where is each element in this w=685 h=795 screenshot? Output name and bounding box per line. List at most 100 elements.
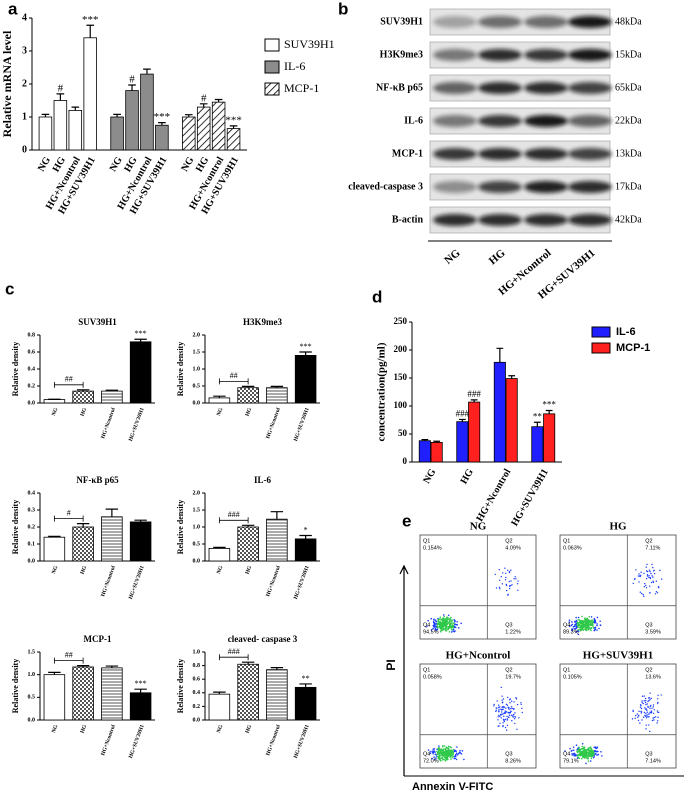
bar [125,90,139,151]
event-dot [591,752,594,754]
event-dot [455,758,458,761]
event-dot [585,762,587,765]
event-dot [577,623,580,626]
event-dot [573,627,575,630]
event-dot [652,717,654,719]
blot-size: 15kDa [615,49,642,60]
panel-label: c [5,279,14,298]
event-dot [568,619,571,621]
blot-band [524,16,568,28]
event-dot [451,619,454,621]
x-tick-label: HG+Ncontrol [265,407,282,440]
event-dot [655,580,658,582]
blot-band [568,115,612,127]
event-dot [639,722,641,724]
error-bar [86,24,95,38]
quadrant-name: Q3 [505,622,512,628]
event-dot [576,630,579,633]
x-tick-label: HG [245,406,254,417]
event-dot [652,712,655,715]
y-axis-label: Relative density [176,500,185,554]
significance: *** [225,114,242,126]
blot-band [433,82,477,94]
event-dot [436,753,438,756]
event-dot [642,716,645,718]
event-dot [579,749,581,751]
bar [129,692,152,721]
event-dot [450,758,452,760]
event-dot [453,625,456,628]
event-dot [646,715,648,717]
event-dot [575,620,578,623]
event-dot [649,692,651,694]
event-dot [594,753,597,755]
event-dot [440,618,443,621]
y-tick-label: 0.3 [28,507,36,513]
quadrant-name: Q4 [423,751,430,757]
event-dot [510,569,512,571]
event-dot [638,581,640,583]
quadrant-percent: 94.5% [423,629,439,635]
event-dot [513,578,515,580]
y-tick-label: 0.2 [193,704,201,710]
event-dot [586,754,588,757]
event-dot [430,750,432,753]
quadrant-percent: 4.09% [505,545,521,551]
event-dot [445,617,448,620]
quadrant-name: Q2 [645,667,652,673]
event-dot [585,749,587,751]
event-dot [652,576,654,578]
event-dot [445,625,448,628]
error-bar [433,440,441,443]
event-dot [500,717,502,719]
event-dot [632,582,634,585]
event-dot [514,716,517,718]
event-dot [652,570,655,572]
quadrant-percent: 89.3% [563,629,579,635]
event-dot [581,742,584,745]
event-dot [582,626,584,628]
event-dot [461,750,464,752]
event-dot [459,749,461,752]
event-dot [648,713,650,715]
event-dot [643,595,645,598]
event-dot [657,585,660,588]
event-dot [594,621,596,623]
event-dot [450,631,453,633]
y-tick-label: 1.0 [28,672,36,678]
event-dot [503,706,506,708]
event-dot [453,757,456,760]
event-dot [504,567,506,569]
error-bar [214,98,223,103]
event-dot [498,586,501,589]
event-dot [646,575,649,577]
bar [266,387,288,404]
event-dot [513,718,516,720]
blot-row-label: SUV39H1 [380,16,423,27]
event-dot [574,627,577,630]
bracket-label: ## [65,375,73,384]
quadrant-name: Q1 [563,538,570,544]
event-dot [634,717,636,720]
event-dot [445,749,447,751]
bar [226,128,241,151]
event-dot [657,694,659,696]
y-tick-label: 0.5 [28,695,36,701]
event-dot [455,750,457,753]
y-axis-label: Relative density [11,500,20,554]
event-dot [571,623,574,626]
significance: # [129,74,135,86]
event-dot [511,707,513,710]
event-dot [652,704,655,706]
event-dot [637,716,639,718]
blot-size: 48kDa [615,16,642,27]
event-dot [454,626,457,629]
event-dot [639,706,642,708]
blot-band [433,214,477,226]
event-dot [568,625,571,628]
event-dot [587,619,589,622]
x-tick-label: NG [108,155,125,174]
event-dot [644,715,647,717]
event-dot [437,748,440,751]
blot-band [478,181,522,193]
